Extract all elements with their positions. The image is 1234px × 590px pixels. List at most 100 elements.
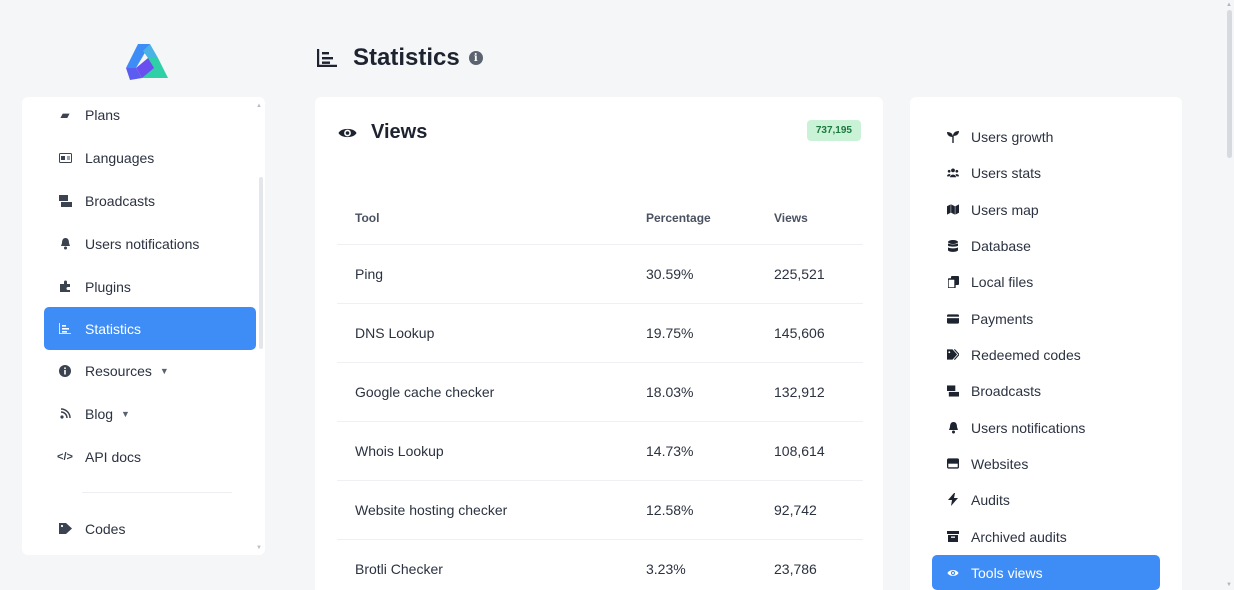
copy-icon <box>947 275 959 288</box>
sidebar-item-label: API docs <box>85 448 142 465</box>
menu-item-label: Users stats <box>971 164 1042 181</box>
sidebar-item-label: Codes <box>85 520 126 537</box>
bell-icon <box>58 237 72 251</box>
table-row: Brotli Checker 3.23% 23,786 <box>337 539 863 590</box>
archive-icon <box>947 531 959 543</box>
views-value: 23,786 <box>774 539 863 590</box>
menu-item-users-stats[interactable]: Users stats <box>932 155 1160 190</box>
views-card-header: Views <box>338 121 427 144</box>
sidebar-item-label: Resources <box>85 362 152 379</box>
menu-item-label: Tools views <box>971 564 1043 581</box>
sidebar-item-codes[interactable]: Codes <box>44 507 256 550</box>
sidebar-item-blog[interactable]: Blog ▼ <box>44 392 256 435</box>
page-scroll-up-arrow[interactable]: ▲ <box>1226 2 1232 8</box>
box-icon: ▰ <box>60 107 70 122</box>
page-scrollbar[interactable] <box>1227 10 1232 158</box>
sidebar-item-languages[interactable]: Languages <box>44 136 256 179</box>
credit-card-icon <box>947 313 959 325</box>
column-header-percentage[interactable]: Percentage <box>646 193 774 245</box>
menu-item-label: Users map <box>971 201 1039 218</box>
scroll-up-arrow[interactable]: ▲ <box>256 103 262 109</box>
menu-item-label: Broadcasts <box>971 382 1042 399</box>
page-scroll-down-arrow[interactable]: ▼ <box>1226 582 1232 588</box>
menu-item-tools-views[interactable]: Tools views <box>932 555 1160 590</box>
page-title: Statistics i <box>317 44 483 72</box>
sidebar-item-users-notifications[interactable]: Users notifications <box>44 222 256 265</box>
views-table: Tool Percentage Views Ping 30.59% 225,52… <box>337 193 863 590</box>
sidebar-scrollbar[interactable] <box>259 177 263 349</box>
table-row: Ping 30.59% 225,521 <box>337 244 863 304</box>
sidebar-item-plugins[interactable]: Plugins <box>44 265 256 308</box>
menu-item-label: Payments <box>971 310 1034 327</box>
sidebar-item-plans[interactable]: ▰ Plans <box>44 97 256 136</box>
chevron-down-icon: ▼ <box>159 365 169 376</box>
eye-icon <box>947 567 959 579</box>
percentage-value: 18.03% <box>646 362 774 422</box>
tool-name: Brotli Checker <box>337 539 646 590</box>
percentage-value: 3.23% <box>646 539 774 590</box>
menu-item-audits[interactable]: Audits <box>932 482 1160 517</box>
sidebar-item-label: Broadcasts <box>85 192 156 209</box>
menu-item-users-growth[interactable]: Users growth <box>932 119 1160 154</box>
chevron-down-icon: ▼ <box>121 408 130 419</box>
menu-item-database[interactable]: Database <box>932 228 1160 263</box>
sidebar-item-label: Plans <box>85 106 121 123</box>
users-icon <box>947 167 959 179</box>
percentage-value: 12.58% <box>646 480 774 540</box>
sidebar-item-broadcasts[interactable]: Broadcasts <box>44 179 256 222</box>
tag-icon <box>58 522 72 536</box>
percentage-value: 19.75% <box>646 303 774 363</box>
eye-icon <box>338 128 357 137</box>
column-header-tool[interactable]: Tool <box>337 193 646 245</box>
menu-item-local-files[interactable]: Local files <box>932 264 1160 299</box>
puzzle-icon <box>58 280 72 294</box>
views-value: 92,742 <box>774 480 863 540</box>
sidebar-item-resources[interactable]: Resources ▼ <box>44 349 256 392</box>
views-value: 132,912 <box>774 362 863 422</box>
sidebar-item-api-docs[interactable]: </> API docs <box>44 435 256 478</box>
column-header-views[interactable]: Views <box>774 193 863 245</box>
info-icon[interactable]: i <box>468 51 483 65</box>
table-row: Website hosting checker 12.58% 92,742 <box>337 480 863 540</box>
map-icon <box>947 204 959 216</box>
table-header-row: Tool Percentage Views <box>337 193 863 245</box>
language-icon <box>58 151 72 165</box>
sidebar-item-label: Plugins <box>85 278 131 295</box>
app-logo[interactable] <box>124 42 170 82</box>
menu-item-archived-audits[interactable]: Archived audits <box>932 519 1160 554</box>
percentage-value: 30.59% <box>646 244 774 304</box>
menu-item-broadcasts[interactable]: Broadcasts <box>932 373 1160 408</box>
menu-item-payments[interactable]: Payments <box>932 301 1160 336</box>
tool-name: Google cache checker <box>337 362 646 422</box>
menu-item-websites[interactable]: Websites <box>932 446 1160 481</box>
percentage-value: 14.73% <box>646 421 774 481</box>
broadcast-icon <box>947 384 959 397</box>
broadcast-icon <box>58 194 72 208</box>
sidebar-item-label: Languages <box>85 149 155 166</box>
statistics-menu: Users growth Users stats Users map Datab… <box>910 97 1182 590</box>
sidebar-item-statistics[interactable]: Statistics <box>44 307 256 350</box>
menu-item-users-notifications[interactable]: Users notifications <box>932 410 1160 445</box>
admin-sidebar: ▲ ▼ ▰ Plans Languages Broadcasts Users n… <box>22 97 265 555</box>
scroll-down-arrow[interactable]: ▼ <box>256 545 262 551</box>
menu-item-label: Local files <box>971 273 1034 290</box>
tool-name: Ping <box>337 244 646 304</box>
menu-item-label: Redeemed codes <box>971 346 1081 363</box>
database-icon <box>947 239 959 252</box>
menu-item-label: Users growth <box>971 128 1054 145</box>
views-card: Views 737,195 Tool Percentage Views Ping… <box>315 97 883 590</box>
chart-icon <box>58 322 72 336</box>
views-value: 108,614 <box>774 421 863 481</box>
menu-item-users-map[interactable]: Users map <box>932 192 1160 227</box>
chart-icon <box>317 49 337 67</box>
bell-icon <box>947 421 959 434</box>
tags-icon <box>947 349 959 361</box>
info-icon <box>58 364 72 378</box>
page-title-text: Statistics <box>353 44 460 71</box>
sidebar-item-label: Statistics <box>85 320 142 337</box>
blog-icon <box>58 407 72 421</box>
tool-name: Whois Lookup <box>337 421 646 481</box>
code-icon: </> <box>57 450 73 463</box>
menu-item-redeemed-codes[interactable]: Redeemed codes <box>932 337 1160 372</box>
menu-item-label: Archived audits <box>971 528 1067 545</box>
